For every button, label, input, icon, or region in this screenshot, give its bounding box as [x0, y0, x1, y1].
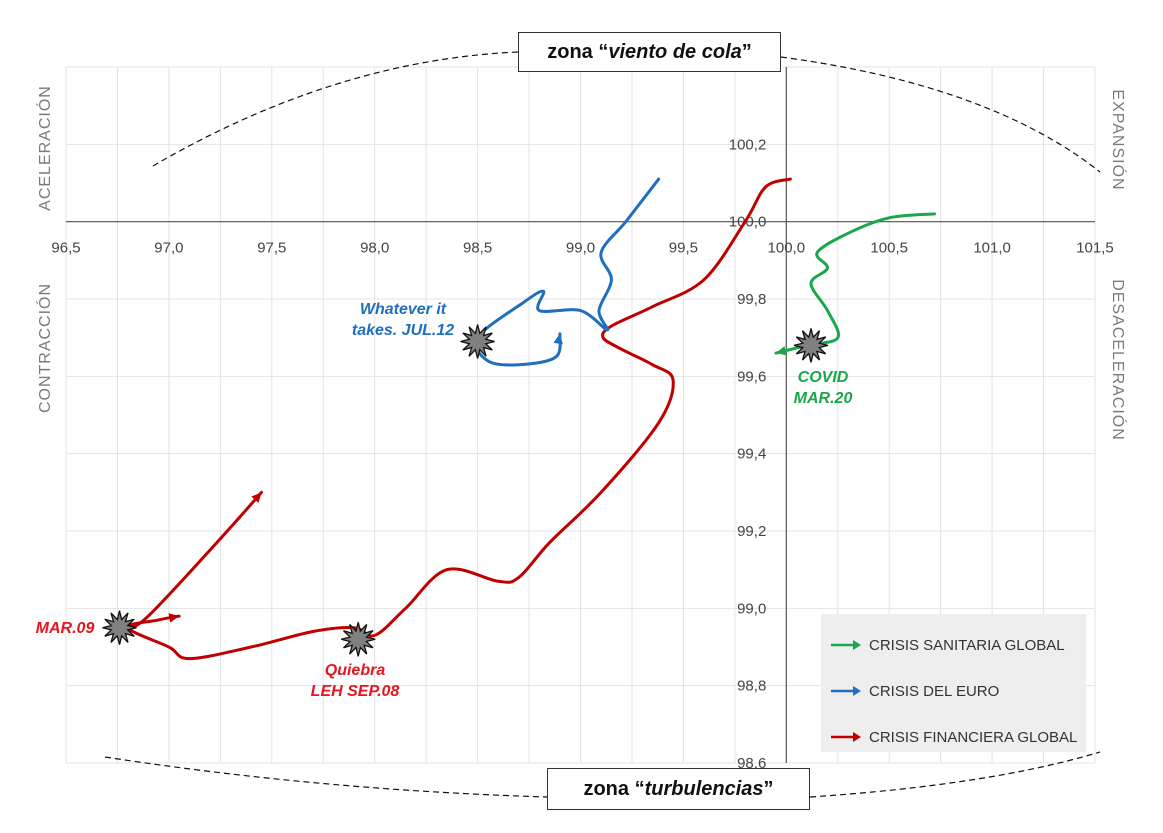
event-burst-marker: [460, 324, 495, 359]
annotation-lehman-line1: Quiebra: [325, 662, 386, 679]
series-branch-financiera: [126, 490, 263, 630]
x-tick-label: 99,5: [669, 240, 698, 257]
legend-label-euro: CRISIS DEL EURO: [869, 682, 1000, 700]
series-arrowhead-euro: [553, 333, 563, 345]
guide-arc-bottom-right: [809, 751, 1101, 798]
x-tick-label: 98,5: [463, 240, 492, 257]
legend-arrow-icon-financiera: [831, 732, 861, 742]
y-tick-label: 99,8: [737, 291, 766, 308]
guide-arc-top-left: [152, 51, 519, 167]
annotation-lehman-line2: LEH SEP.08: [311, 683, 400, 700]
x-tick-label: 98,0: [360, 240, 389, 257]
zone-guide-arcs: [104, 51, 1101, 798]
x-tick-label: 100,5: [870, 240, 908, 257]
quadrant-label-top-left: ACELERACIÓN: [35, 85, 54, 211]
x-tick-label: 96,5: [51, 240, 80, 257]
zone-top-prefix: zona “: [547, 41, 609, 63]
quadrant-label-bottom-left: CONTRACCIÓN: [35, 283, 54, 413]
guide-arc-bottom-left: [104, 756, 548, 798]
event-markers: [102, 324, 829, 657]
y-tick-label: 99,0: [737, 600, 766, 617]
zone-label-viento-de-cola: zona “viento de cola”: [518, 32, 781, 72]
y-tick-label: 100,2: [729, 136, 767, 153]
x-tick-label: 97,5: [257, 240, 286, 257]
y-tick-label: 99,6: [737, 368, 766, 385]
y-tick-label: 99,4: [737, 446, 766, 463]
series-arrowhead-sanitaria: [776, 346, 787, 356]
legend-item-sanitaria: CRISIS SANITARIA GLOBAL: [821, 622, 1086, 668]
zone-top-name: viento de cola: [608, 41, 742, 63]
zone-bottom-suffix: ”: [763, 778, 774, 800]
annotation-jul12-line1: Whatever it: [360, 301, 447, 318]
legend-arrow-icon-sanitaria: [831, 640, 861, 650]
y-tick-label: 98,6: [737, 755, 766, 772]
axes: [66, 67, 1095, 763]
annotation-jul12-line2: takes. JUL.12: [352, 322, 454, 339]
y-tick-label: 100,0: [729, 214, 767, 231]
series-line-financiera: [126, 177, 792, 661]
quadrant-label-bottom-right: DESACELERACIÓN: [1109, 279, 1128, 441]
quadrant-label-top-right: EXPANSIÓN: [1109, 89, 1128, 190]
legend: CRISIS SANITARIA GLOBAL CRISIS DEL EURO …: [821, 614, 1086, 752]
legend-label-sanitaria: CRISIS SANITARIA GLOBAL: [869, 636, 1065, 654]
event-burst-marker: [341, 622, 376, 657]
annotation-mar09: MAR.09: [36, 620, 95, 637]
event-burst-marker: [793, 328, 829, 363]
legend-item-euro: CRISIS DEL EURO: [821, 668, 1086, 714]
series-line-sanitaria: [774, 212, 936, 355]
zone-label-turbulencias: zona “turbulencias”: [547, 768, 810, 810]
zone-bottom-name: turbulencias: [644, 778, 764, 800]
x-tick-label: 99,0: [566, 240, 595, 257]
x-tick-label: 101,0: [973, 240, 1011, 257]
y-tick-label: 99,2: [737, 523, 766, 540]
event-burst-marker: [102, 610, 137, 645]
guide-arc-top-right: [780, 56, 1101, 173]
legend-label-financiera: CRISIS FINANCIERA GLOBAL: [869, 728, 1078, 746]
series-lines: [126, 177, 936, 661]
series-line-euro: [474, 177, 661, 367]
legend-item-financiera: CRISIS FINANCIERA GLOBAL: [821, 714, 1086, 760]
annotation-covid-line2: MAR.20: [794, 390, 853, 407]
annotation-covid-line1: COVID: [798, 369, 849, 386]
legend-arrow-icon-euro: [831, 686, 861, 696]
series-arrowhead-financiera: [168, 613, 180, 623]
series-branch-arrowhead-financiera: [251, 492, 262, 503]
zone-top-suffix: ”: [741, 41, 752, 63]
zone-bottom-prefix: zona “: [583, 778, 645, 800]
x-tick-label: 100,0: [768, 240, 806, 257]
x-tick-label: 97,0: [154, 240, 183, 257]
y-tick-label: 98,8: [737, 678, 766, 695]
tick-labels: 96,5 97,0 97,5 98,0 98,5 99,0 99,5 100,0 100,5 10…: [51, 136, 1113, 772]
x-tick-label: 101,5: [1076, 240, 1114, 257]
